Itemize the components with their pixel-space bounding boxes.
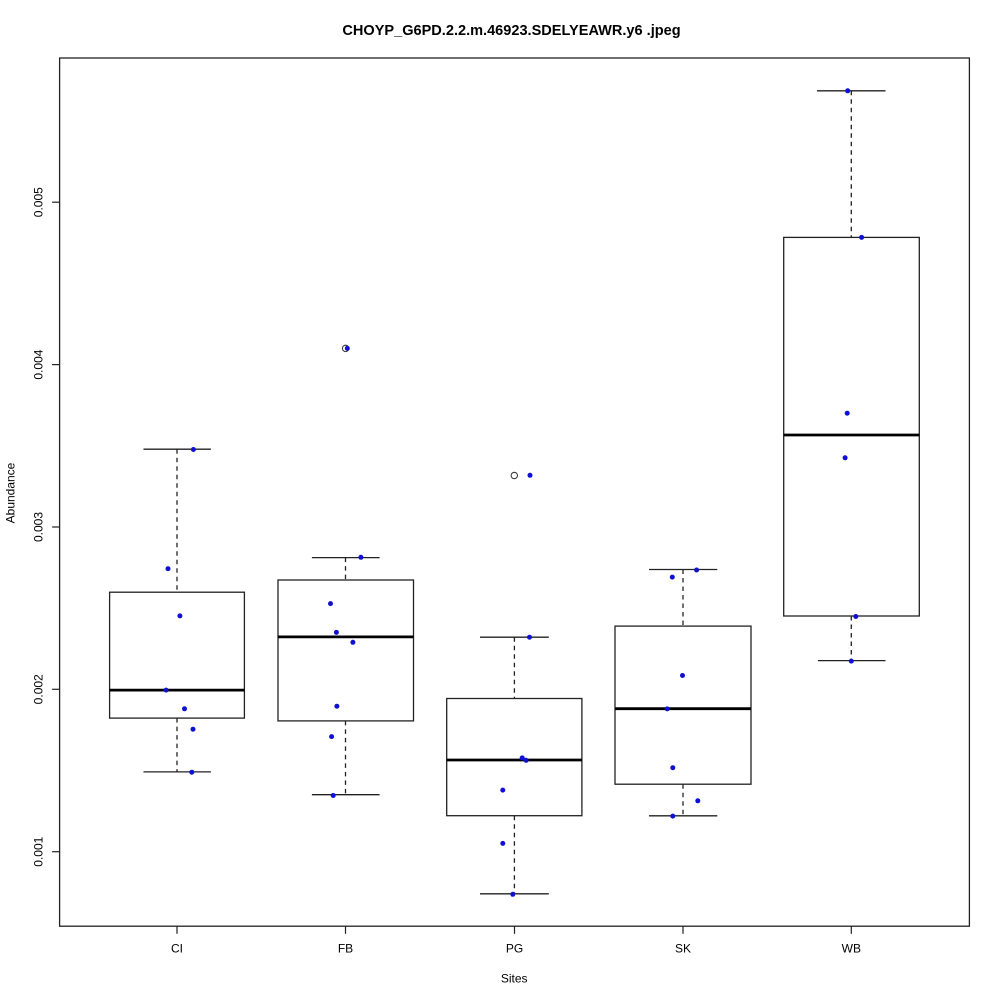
svg-text:WB: WB [842,942,861,956]
svg-text:0.005: 0.005 [31,187,45,217]
svg-text:CI: CI [171,942,183,956]
svg-text:FB: FB [338,942,353,956]
svg-text:CHOYP_G6PD.2.2.m.46923.SDELYEA: CHOYP_G6PD.2.2.m.46923.SDELYEAWR.y6 .jpe… [342,23,680,39]
svg-text:0.002: 0.002 [31,674,45,704]
svg-text:Sites: Sites [501,972,528,986]
svg-text:0.003: 0.003 [31,512,45,542]
svg-text:PG: PG [506,942,523,956]
svg-text:SK: SK [675,942,691,956]
svg-text:0.004: 0.004 [31,349,45,379]
svg-text:Abundance: Abundance [4,462,18,523]
svg-text:0.001: 0.001 [31,836,45,866]
